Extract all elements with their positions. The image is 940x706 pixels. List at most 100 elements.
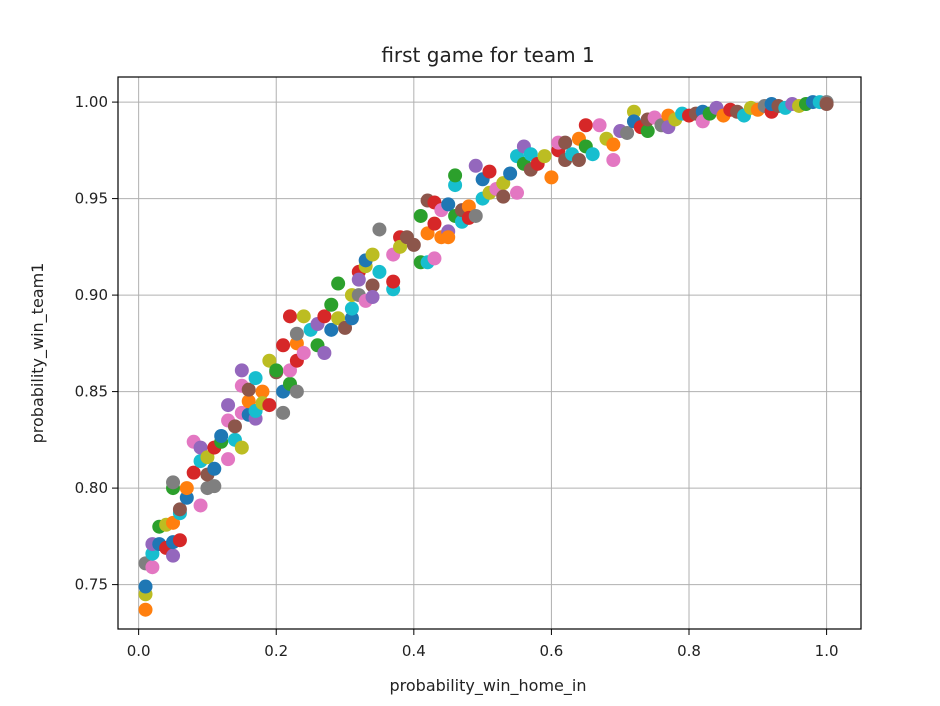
data-points — [138, 95, 834, 617]
scatter-point — [592, 118, 607, 133]
scatter-point — [578, 118, 593, 133]
scatter-point — [344, 311, 359, 326]
scatter-point — [537, 149, 552, 164]
scatter-point — [255, 384, 270, 399]
scatter-point — [351, 272, 366, 287]
scatter-point — [510, 185, 525, 200]
x-tick-label: 0.6 — [539, 642, 563, 660]
scatter-point — [166, 548, 181, 563]
scatter-point — [207, 461, 222, 476]
scatter-point — [138, 579, 153, 594]
scatter-point — [496, 176, 511, 191]
scatter-point — [289, 384, 304, 399]
scatter-point — [269, 363, 284, 378]
scatter-point — [503, 166, 518, 181]
scatter-point — [386, 274, 401, 289]
scatter-point — [448, 168, 463, 183]
scatter-point — [523, 147, 538, 162]
scatter-point — [324, 322, 339, 337]
scatter-point — [296, 309, 311, 324]
scatter-point — [214, 428, 229, 443]
scatter-point — [427, 216, 442, 231]
scatter-point — [234, 363, 249, 378]
y-tick-label: 0.80 — [75, 479, 108, 497]
scatter-point — [365, 278, 380, 293]
scatter-point — [172, 533, 187, 548]
x-axis-ticks: 0.0 0.2 0.4 0.6 0.8 1.0 — [127, 629, 839, 660]
scatter-point — [172, 502, 187, 517]
scatter-point — [276, 338, 291, 353]
scatter-point — [365, 290, 380, 305]
scatter-point — [234, 440, 249, 455]
scatter-point — [372, 264, 387, 279]
scatter-point — [571, 152, 586, 167]
scatter-point — [145, 560, 160, 575]
scatter-point — [221, 398, 236, 413]
scatter-point — [606, 137, 621, 152]
scatter-point — [241, 382, 256, 397]
scatter-point — [145, 546, 160, 561]
x-tick-label: 0.0 — [127, 642, 151, 660]
scatter-point — [317, 346, 332, 360]
scatter-point — [207, 479, 222, 494]
scatter-point — [179, 481, 194, 496]
scatter-point — [468, 158, 483, 173]
scatter-point — [289, 336, 304, 351]
scatter-point — [276, 405, 291, 420]
scatter-point — [282, 363, 297, 378]
scatter-point — [626, 104, 641, 119]
scatter-point — [427, 251, 442, 266]
chart-title: first game for team 1 — [381, 43, 594, 67]
x-tick-label: 0.8 — [677, 642, 701, 660]
grid-lines — [118, 77, 861, 629]
scatter-point — [482, 164, 497, 179]
scatter-point — [227, 419, 242, 434]
y-tick-label: 1.00 — [75, 93, 108, 111]
scatter-point — [819, 97, 834, 112]
scatter-point — [338, 320, 353, 335]
scatter-point — [393, 239, 408, 254]
scatter-point — [558, 135, 573, 150]
y-tick-label: 0.95 — [75, 190, 108, 208]
x-axis-label: probability_win_home_in — [390, 676, 587, 696]
scatter-point — [544, 170, 559, 185]
scatter-point — [186, 465, 201, 480]
scatter-point — [640, 124, 655, 139]
scatter-point — [344, 301, 359, 316]
scatter-point — [585, 147, 600, 162]
scatter-point — [193, 498, 208, 513]
y-axis-ticks: 0.75 0.80 0.85 0.90 0.95 1.00 — [75, 93, 118, 594]
scatter-point — [606, 152, 621, 167]
scatter-point — [282, 309, 297, 324]
scatter-point — [413, 208, 428, 223]
x-tick-label: 0.2 — [264, 642, 288, 660]
scatter-point — [468, 208, 483, 223]
x-tick-label: 0.4 — [402, 642, 426, 660]
y-tick-label: 0.85 — [75, 383, 108, 401]
scatter-point — [461, 199, 476, 214]
scatter-point — [420, 226, 435, 241]
scatter-point — [166, 515, 181, 530]
scatter-point — [296, 346, 311, 360]
y-tick-label: 0.75 — [75, 576, 108, 594]
scatter-point — [248, 371, 263, 386]
scatter-point — [241, 394, 256, 409]
scatter-point — [193, 440, 208, 455]
scatter-point — [620, 125, 635, 140]
scatter-point — [200, 450, 215, 465]
scatter-point — [262, 353, 277, 368]
scatter-point — [441, 230, 456, 245]
scatter-point — [166, 475, 181, 490]
scatter-point — [372, 222, 387, 237]
scatter-point — [331, 311, 346, 326]
y-tick-label: 0.90 — [75, 286, 108, 304]
scatter-point — [331, 276, 346, 291]
scatter-point — [221, 452, 236, 467]
scatter-point — [179, 490, 194, 505]
scatter-point — [406, 237, 421, 252]
scatter-point — [138, 602, 153, 617]
scatter-point — [448, 178, 463, 193]
scatter-point — [317, 309, 332, 324]
scatter-point — [289, 326, 304, 341]
